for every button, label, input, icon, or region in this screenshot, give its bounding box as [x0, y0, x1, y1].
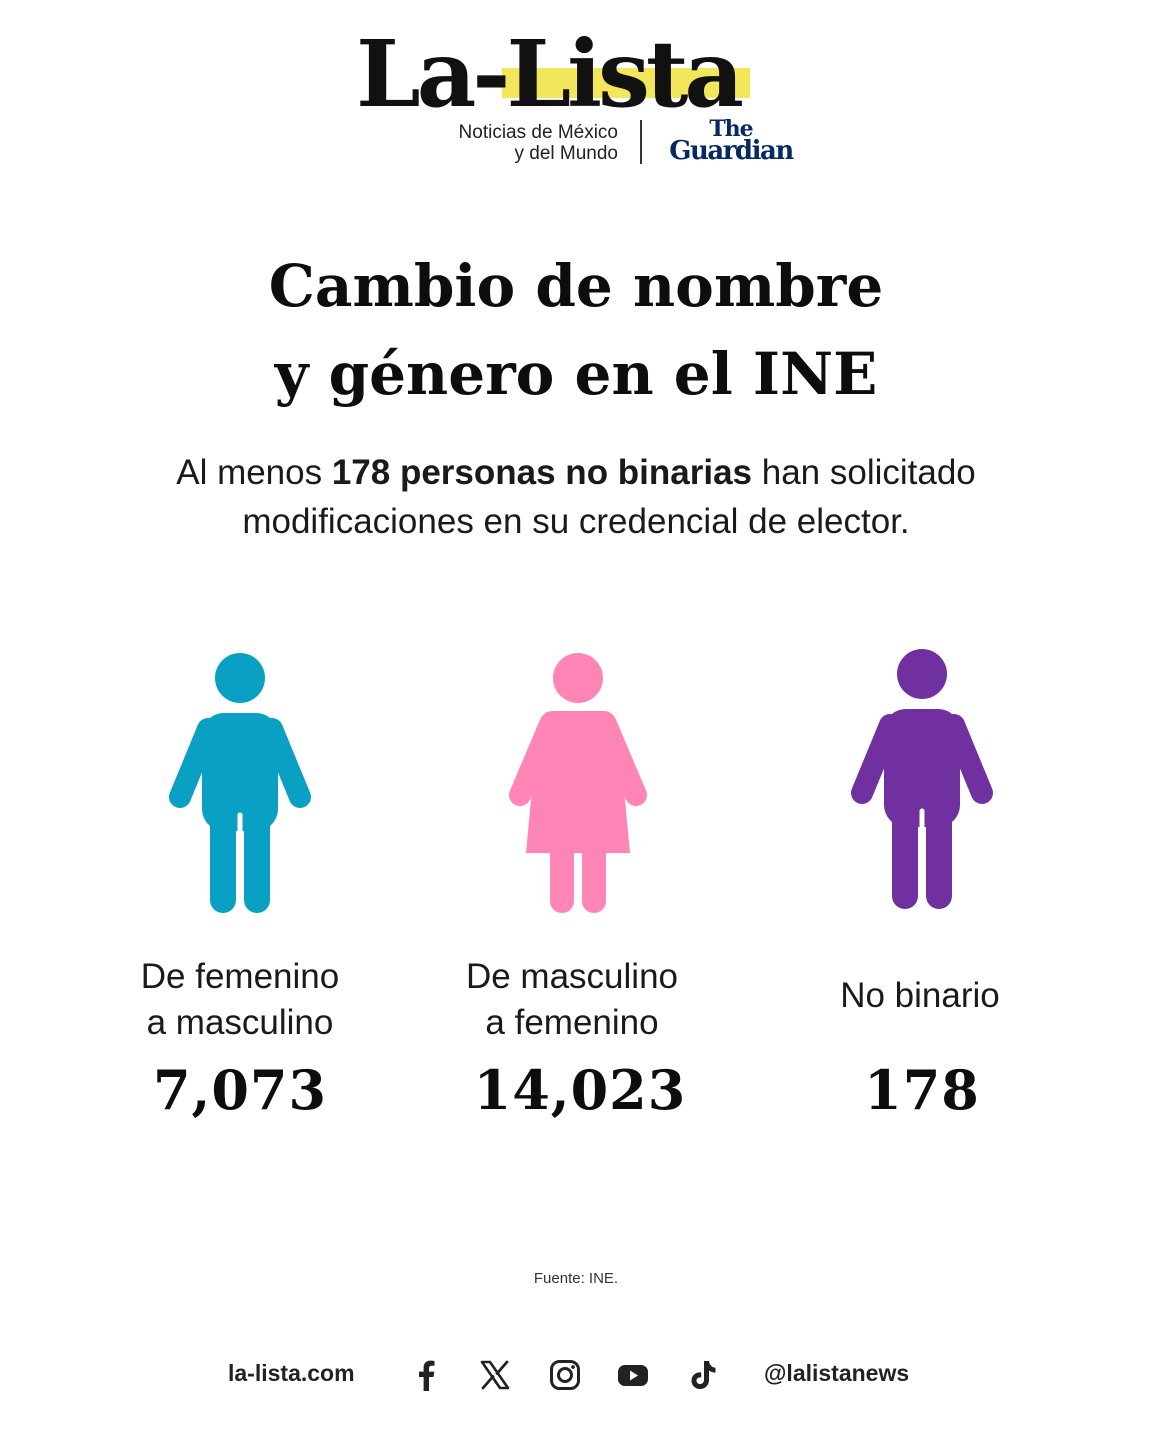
nonbinary-figure-svg: [851, 649, 993, 912]
youtube-icon[interactable]: [616, 1358, 650, 1392]
x-icon[interactable]: [478, 1358, 512, 1392]
stat-label-line-1: De masculino: [465, 957, 679, 996]
logo-tagline: Noticias de México y del Mundo: [420, 122, 618, 164]
facebook-icon[interactable]: [410, 1358, 444, 1392]
guardian-line-2: Guardian: [669, 136, 794, 166]
masthead: La-Lista Noticias de México y del Mundo …: [0, 0, 1152, 200]
tiktok-icon[interactable]: [686, 1358, 720, 1392]
stat-value-nonbinary: 178: [864, 1058, 980, 1122]
subtitle: Al menos 178 personas no binarias han so…: [60, 448, 1092, 546]
the-guardian-logo[interactable]: The Guardian: [666, 116, 796, 166]
website-link[interactable]: la-lista.com: [228, 1360, 355, 1386]
logo-highlight: Lista: [502, 20, 750, 128]
stat-label-line-2: a femenino: [485, 1003, 659, 1042]
stat-value-female-to-male: 7,073: [152, 1058, 328, 1122]
source-note: Fuente: INE.: [533, 1270, 619, 1287]
title-line-1: Cambio de nombre: [268, 252, 884, 320]
male-figure-svg: [169, 653, 311, 916]
stat-label-line-1: De femenino: [140, 957, 340, 996]
subtitle-before: Al menos: [176, 453, 332, 492]
masthead-divider: [640, 120, 642, 164]
male-person-icon: [160, 645, 320, 920]
stat-label-line-1: No binario: [840, 976, 1000, 1015]
subtitle-after: han solicitado modificaciones en su cred…: [242, 453, 976, 541]
guardian-line-1: The: [709, 116, 753, 142]
instagram-icon[interactable]: [548, 1358, 582, 1392]
stat-label-male-to-female: De masculino a femenino: [402, 954, 742, 1046]
page-title: Cambio de nombre y género en el INE: [0, 242, 1152, 418]
female-figure-svg: [509, 653, 647, 913]
female-person-icon: [498, 645, 658, 920]
subtitle-emphasis: 178 personas no binarias: [331, 453, 753, 492]
la-lista-logo[interactable]: La-Lista: [356, 20, 750, 128]
stat-label-line-2: a masculino: [146, 1003, 334, 1042]
tagline-line-1: Noticias de México: [458, 122, 618, 143]
stat-label-nonbinary: No binario: [750, 973, 1090, 1019]
social-handle[interactable]: @lalistanews: [764, 1360, 910, 1386]
stat-label-female-to-male: De femenino a masculino: [70, 954, 410, 1046]
logo-prefix: La-: [356, 20, 510, 128]
nonbinary-person-icon: [842, 645, 1002, 920]
title-line-2: y género en el INE: [274, 340, 878, 408]
tagline-line-2: y del Mundo: [514, 143, 618, 164]
stat-value-male-to-female: 14,023: [473, 1058, 687, 1122]
